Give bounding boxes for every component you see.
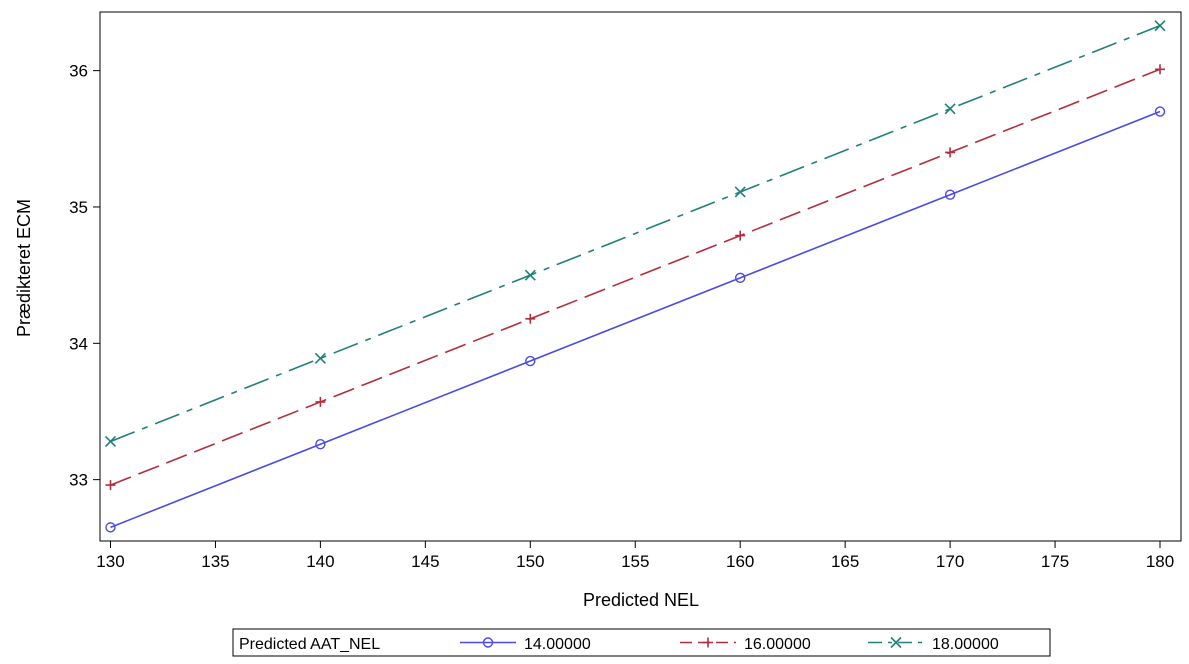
data-point-s2-6: [1155, 64, 1165, 74]
x-tick-label: 130: [96, 552, 124, 571]
axes: 130 135 140 145 150 155 160 165 170 175 180 33 34 35 3…: [69, 12, 1181, 571]
x-tick-label: 140: [306, 552, 334, 571]
y-tick-label: 36: [69, 62, 88, 81]
y-axis-title: Prædikteret ECM: [14, 199, 34, 337]
legend-label-1: 14.00000: [524, 636, 591, 653]
plot-frame: [100, 12, 1181, 541]
series-line-3: [110, 26, 1160, 442]
data-point-s3-3: [525, 270, 535, 280]
x-tick-label: 180: [1146, 552, 1174, 571]
data-point-s3-4: [735, 187, 745, 197]
x-tick-label: 155: [621, 552, 649, 571]
data-point-s2-2: [315, 397, 325, 407]
data-point-s3-5: [945, 104, 955, 114]
x-tick-label: 145: [411, 552, 439, 571]
series-line-2: [110, 69, 1160, 485]
y-tick-label: 35: [69, 198, 88, 217]
data-point-s3-2: [315, 353, 325, 363]
x-tick-label: 165: [831, 552, 859, 571]
legend-title: Predicted AAT_NEL: [239, 636, 380, 653]
y-tick-label: 34: [69, 334, 88, 353]
legend-label-3: 18.00000: [932, 636, 999, 653]
x-tick-label: 150: [516, 552, 544, 571]
data-point-s3-1: [105, 436, 115, 446]
y-tick-label: 33: [69, 471, 88, 490]
data-point-s2-5: [945, 147, 955, 157]
data-point-s3-6: [1155, 21, 1165, 31]
plot-area: [105, 21, 1165, 532]
data-point-s2-1: [105, 480, 115, 490]
data-point-s2-3: [525, 314, 535, 324]
x-axis-title: Predicted NEL: [583, 590, 699, 610]
data-point-s2-4: [735, 231, 745, 241]
legend-label-2: 16.00000: [744, 636, 811, 653]
legend: Predicted AAT_NEL 14.00000 16.00000 18.0000…: [233, 629, 1050, 656]
x-tick-label: 175: [1041, 552, 1069, 571]
x-tick-label: 160: [726, 552, 754, 571]
x-tick-label: 135: [201, 552, 229, 571]
series-line-1: [110, 112, 1160, 528]
x-tick-label: 170: [936, 552, 964, 571]
